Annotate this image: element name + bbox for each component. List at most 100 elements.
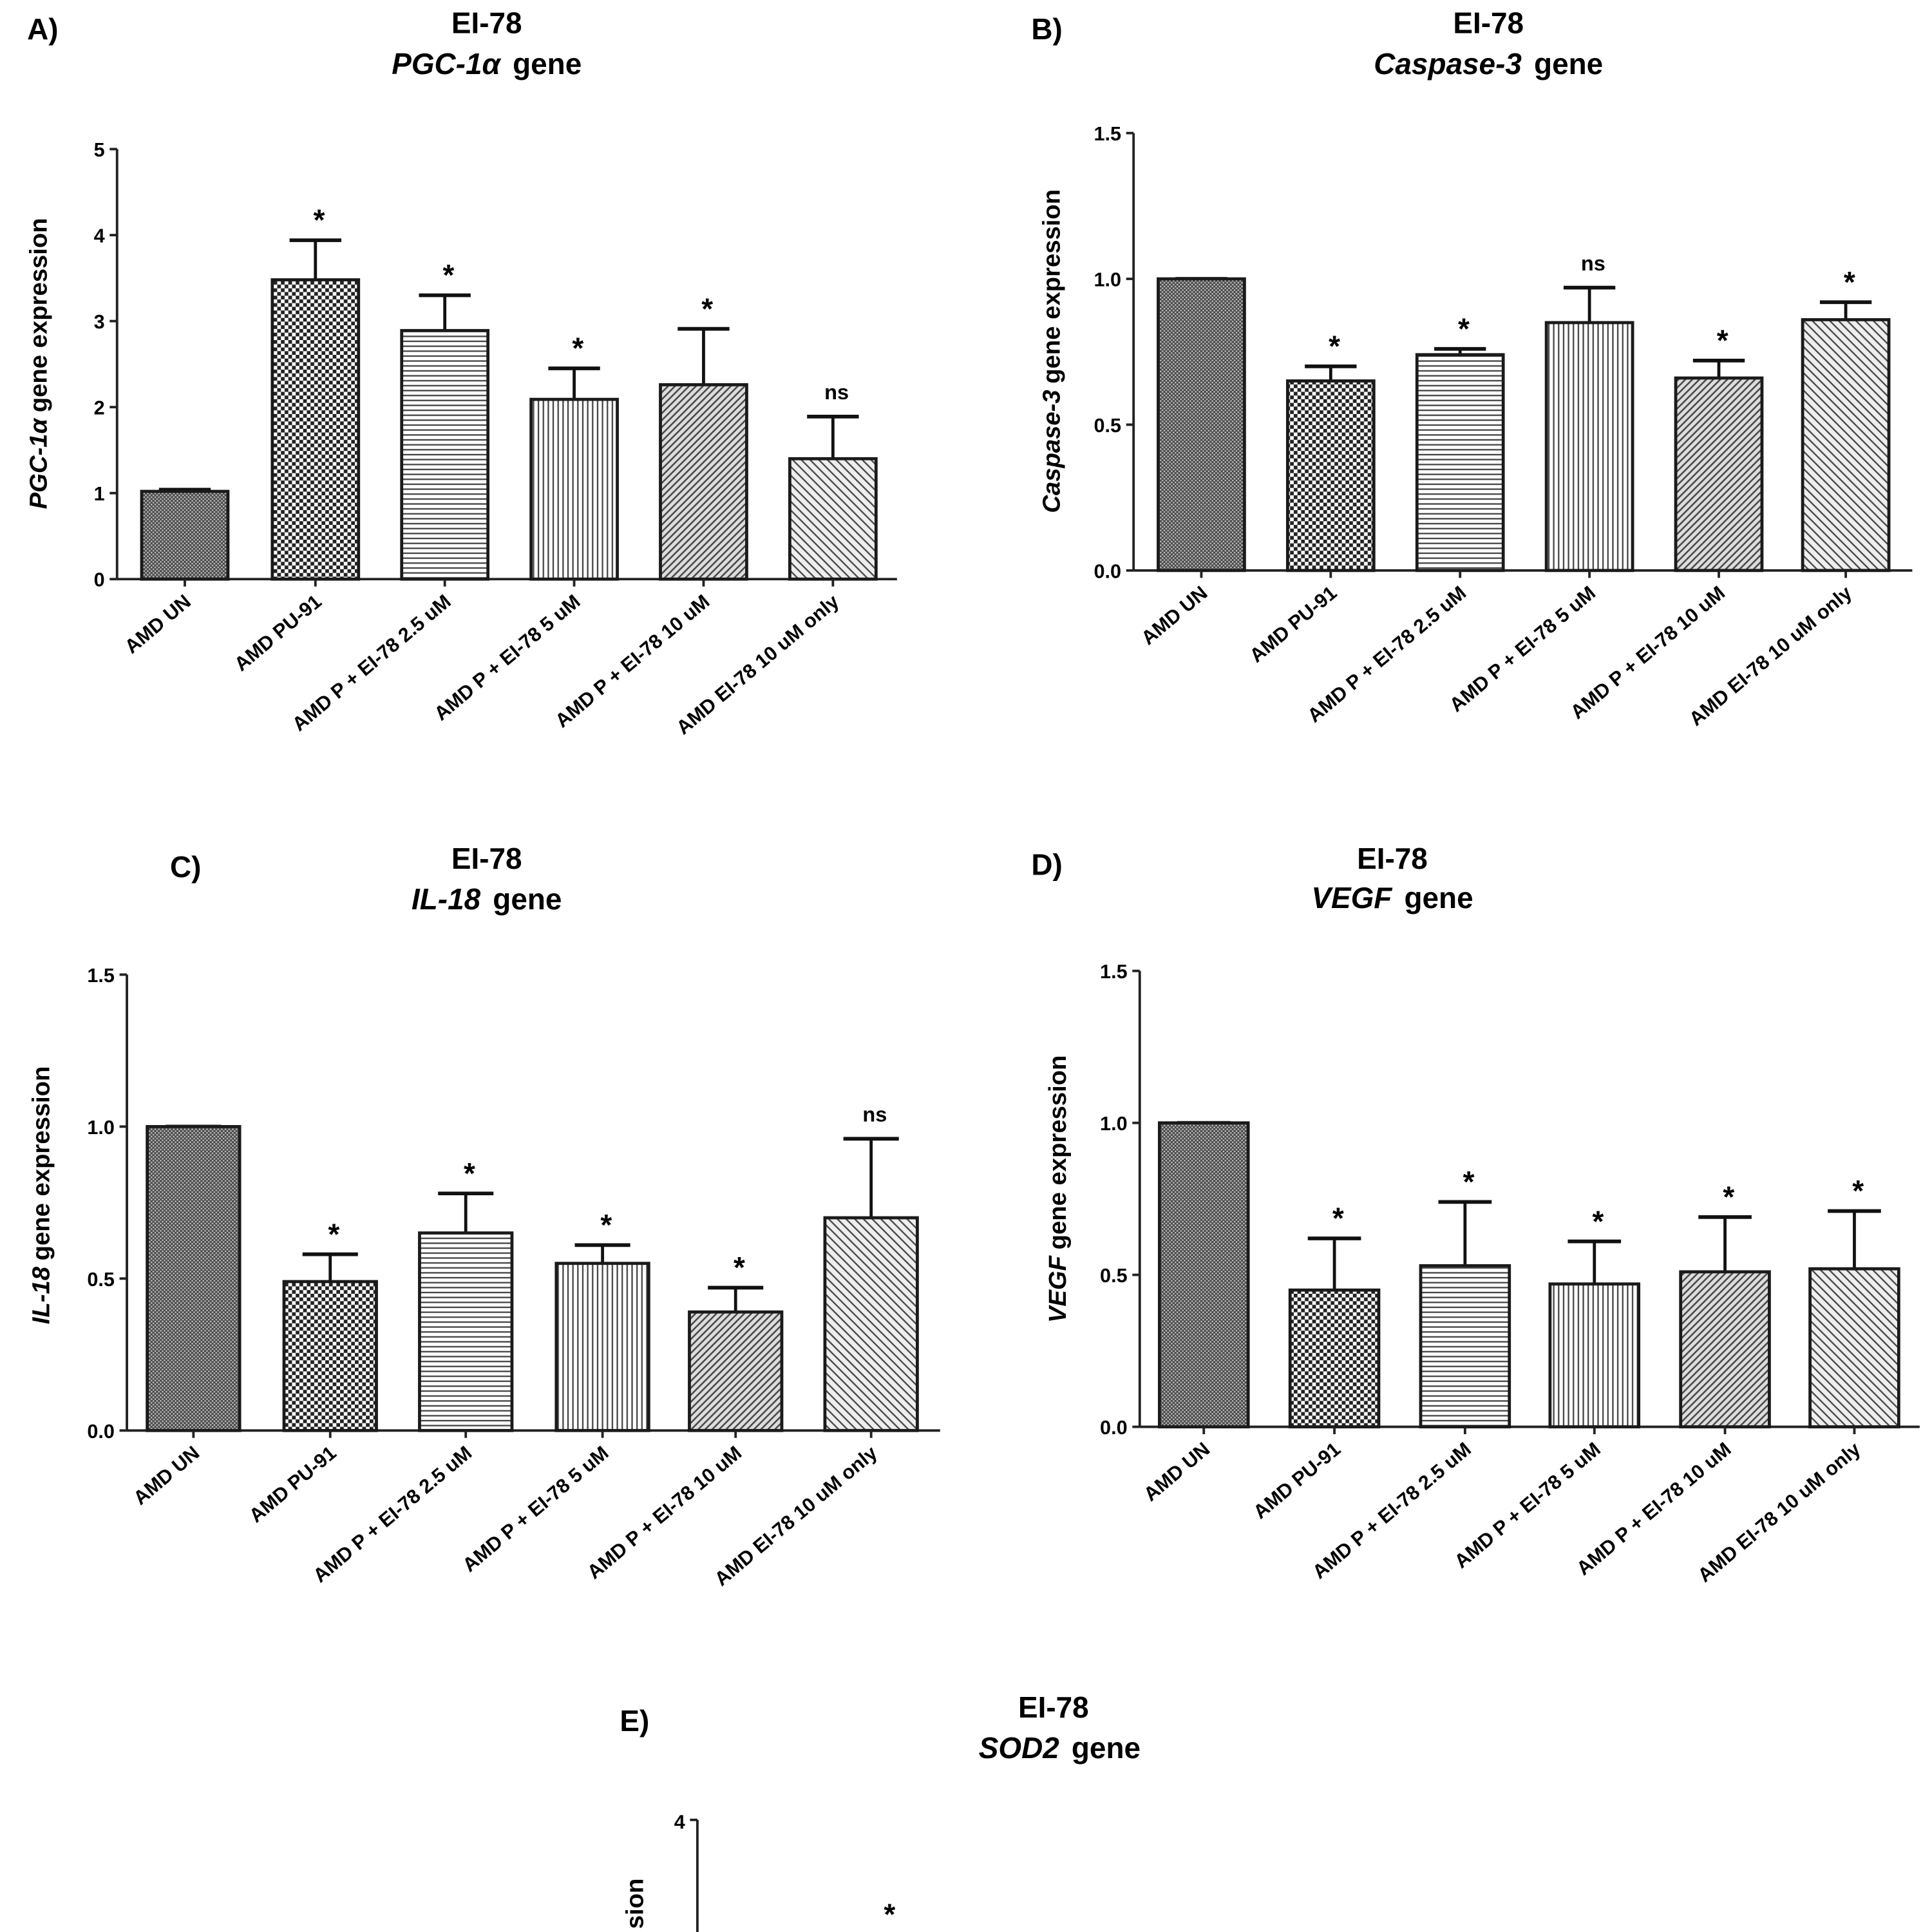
- panel-label: B): [1031, 12, 1062, 46]
- significance-label: *: [600, 1208, 612, 1242]
- ylabel-gene: IL-18: [28, 1266, 55, 1324]
- y-tick-label: 0.5: [1100, 1265, 1128, 1287]
- panel-c: C) EI-78 IL-18 gene IL-18 gene expression 0.0 0…: [28, 842, 940, 1590]
- significance-label: ns: [824, 381, 849, 404]
- significance-label: *: [884, 1898, 895, 1931]
- x-tick-label: AMD P + EI-78 5 uM: [430, 591, 585, 725]
- significance-label: ns: [1581, 252, 1605, 275]
- chart-subtitle: Caspase-3 gene: [1374, 47, 1603, 80]
- significance-label: *: [464, 1157, 475, 1190]
- bar: [1419, 1264, 1511, 1428]
- x-tick-label: AMD PU-91: [245, 1442, 340, 1527]
- bar: [529, 397, 619, 581]
- ylabel-gene: PGC-1α: [25, 417, 53, 509]
- y-axis-label: IL-18 gene expression: [28, 1066, 55, 1325]
- chart-title: EI-78: [1357, 842, 1428, 875]
- bar: [1544, 321, 1634, 573]
- bar: [1801, 318, 1891, 573]
- bar: [140, 489, 230, 581]
- x-tick-label: AMD P + EI-78 5 uM: [1445, 582, 1600, 716]
- panel-label: E): [620, 1704, 649, 1738]
- bar: [788, 457, 878, 581]
- panel-e: E) EI-78 SOD2 gene 4 sion *: [620, 1690, 1141, 1932]
- y-tick-label: 0.0: [1100, 1417, 1128, 1439]
- ylabel-rest: gene expression: [1037, 189, 1065, 384]
- x-tick-label: AMD PU-91: [1249, 1438, 1345, 1523]
- bar: [1808, 1267, 1900, 1428]
- y-tick-label: 4: [94, 225, 105, 247]
- panel-a: A) EI-78 PGC-1α gene PGC-1α gene expression 0 1…: [25, 6, 897, 739]
- x-tick-label: AMD UN: [129, 1442, 204, 1510]
- ylabel-rest: gene expression: [28, 1066, 55, 1261]
- bar: [146, 1124, 242, 1432]
- panel-b: B) EI-78 Caspase-3 gene Caspase-3 gene expres…: [1031, 6, 1913, 730]
- subtitle-rest: gene: [1404, 881, 1473, 914]
- y-tick-label: 0.0: [1094, 560, 1122, 582]
- significance-label: ns: [862, 1103, 887, 1126]
- y-tick-label: 4: [674, 1811, 685, 1833]
- significance-label: *: [1852, 1174, 1864, 1208]
- subtitle-rest: gene: [493, 882, 562, 916]
- ylabel-gene: VEGF: [1044, 1255, 1072, 1323]
- panel-label: C): [170, 850, 201, 884]
- subtitle-gene: Caspase-3: [1374, 47, 1522, 80]
- bar: [418, 1231, 514, 1432]
- bar: [1288, 1288, 1381, 1428]
- chart-subtitle: VEGF gene: [1311, 881, 1473, 914]
- bar: [282, 1280, 378, 1432]
- bar: [554, 1262, 650, 1432]
- chart-title: EI-78: [451, 842, 522, 875]
- bar: [1548, 1282, 1641, 1428]
- bar: [400, 328, 490, 581]
- ylabel-rest: gene expression: [1044, 1056, 1072, 1250]
- y-tick-label: 1.5: [1094, 123, 1122, 145]
- bar: [1679, 1270, 1771, 1428]
- subtitle-rest: gene: [1072, 1731, 1141, 1765]
- panel-label: A): [27, 12, 58, 46]
- bar: [688, 1310, 784, 1432]
- subtitle-gene: SOD2: [979, 1731, 1059, 1765]
- y-tick-label: 0.5: [1094, 415, 1122, 437]
- chart-title: EI-78: [1018, 1690, 1089, 1724]
- y-tick-label: 1.5: [87, 965, 115, 987]
- significance-label: *: [1329, 330, 1340, 363]
- subtitle-gene: PGC-1α: [392, 47, 502, 80]
- bar: [1157, 277, 1246, 573]
- bar: [659, 383, 748, 581]
- chart-title: EI-78: [451, 6, 522, 40]
- significance-label: *: [1458, 312, 1470, 345]
- significance-label: *: [572, 332, 583, 365]
- significance-label: *: [1844, 265, 1855, 299]
- significance-label: *: [701, 292, 713, 325]
- significance-label: *: [328, 1217, 340, 1251]
- y-tick-label: 1: [94, 483, 105, 505]
- significance-label: *: [442, 258, 454, 292]
- subtitle-rest: gene: [513, 47, 582, 80]
- y-axis-label: sion: [621, 1879, 649, 1929]
- y-axis-label: VEGF gene expression: [1044, 1056, 1072, 1323]
- significance-label: *: [734, 1251, 745, 1284]
- x-tick-label: AMD P + EI-78 5 uM: [1450, 1438, 1605, 1573]
- significance-label: *: [1723, 1180, 1734, 1214]
- y-tick-label: 0.0: [87, 1421, 115, 1443]
- x-tick-label: AMD UN: [1140, 1438, 1215, 1506]
- significance-label: *: [1593, 1204, 1604, 1238]
- y-tick-label: 5: [94, 139, 105, 161]
- significance-label: *: [1463, 1165, 1475, 1198]
- y-tick-label: 1.5: [1100, 961, 1128, 983]
- significance-label: *: [1332, 1202, 1344, 1235]
- significance-label: *: [1717, 324, 1728, 357]
- y-axis-label: PGC-1α gene expression: [25, 218, 53, 509]
- x-tick-label: AMD UN: [120, 591, 195, 658]
- subtitle-rest: gene: [1534, 47, 1603, 80]
- y-tick-label: 1.0: [87, 1117, 115, 1139]
- bar: [1415, 353, 1505, 573]
- significance-label: *: [314, 204, 325, 237]
- subtitle-gene: IL-18: [412, 882, 481, 916]
- y-axis-label: Caspase-3 gene expression: [1037, 189, 1065, 513]
- x-tick-label: AMD UN: [1137, 582, 1212, 649]
- bar: [1674, 376, 1764, 573]
- x-tick-label: AMD P + EI-78 5 uM: [459, 1442, 613, 1577]
- subtitle-gene: VEGF: [1311, 881, 1393, 914]
